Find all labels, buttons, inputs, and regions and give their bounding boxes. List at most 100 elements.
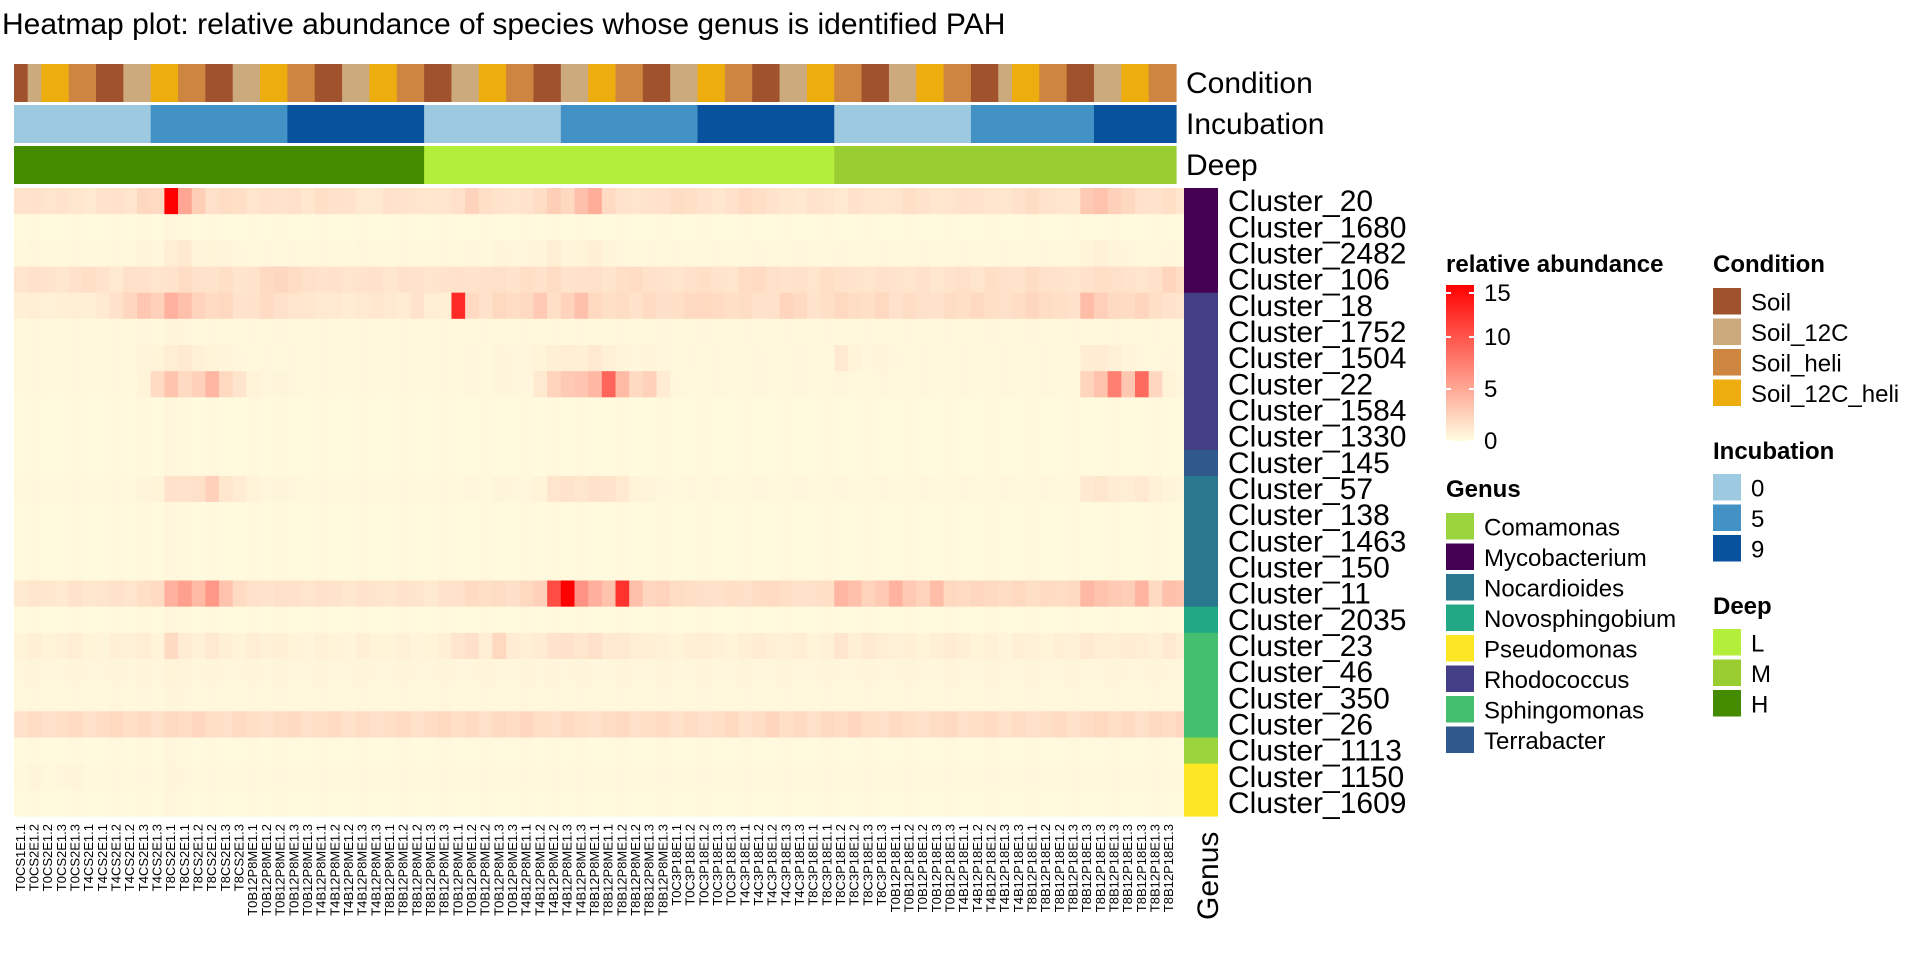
heatmap-cell xyxy=(246,397,261,425)
heatmap-cell xyxy=(82,763,97,791)
heatmap-cell xyxy=(314,345,330,372)
heatmap-cell xyxy=(301,318,316,346)
column-label: T8B12P8ME1.2 xyxy=(614,824,629,916)
heatmap-cell xyxy=(1039,188,1054,215)
heatmap-cell xyxy=(683,659,699,686)
condition-annotation-cell xyxy=(902,64,917,102)
heatmap-cell xyxy=(287,632,302,660)
genus-annotation-cell xyxy=(1184,475,1218,503)
genus-annotation-cell xyxy=(1184,580,1218,608)
heatmap-cell xyxy=(820,240,835,268)
heatmap-cell xyxy=(861,711,876,739)
heatmap-cell xyxy=(861,789,876,817)
heatmap-cell xyxy=(875,188,890,215)
column-label: T8B12P18E1.3 xyxy=(1120,824,1135,912)
condition-annotation-cell xyxy=(533,64,548,102)
heatmap-cell xyxy=(14,659,29,686)
column-label: T8B12P8ME1.1 xyxy=(587,824,602,916)
heatmap-cell xyxy=(178,528,193,555)
heatmap-cell xyxy=(1107,240,1122,268)
row-label: Cluster_1113 xyxy=(1228,735,1402,768)
heatmap-cell xyxy=(314,685,330,712)
column-label: T4CS2E1.1 xyxy=(95,824,110,891)
heatmap-cell xyxy=(273,188,289,215)
heatmap-cell xyxy=(342,214,357,241)
heatmap-cell xyxy=(984,711,999,739)
heatmap-cell xyxy=(232,711,247,739)
heatmap-cell xyxy=(478,554,494,582)
heatmap-cell xyxy=(765,554,781,582)
heatmap-cell xyxy=(260,318,275,346)
heatmap-cell xyxy=(55,449,70,477)
heatmap-cell xyxy=(820,789,835,817)
heatmap-cell xyxy=(383,789,398,817)
heatmap-cell xyxy=(14,580,29,608)
heatmap-cell xyxy=(588,789,603,817)
heatmap-cell xyxy=(410,423,425,451)
heatmap-cell xyxy=(1080,292,1095,320)
heatmap-cell xyxy=(342,397,357,425)
heatmap-cell xyxy=(875,345,890,372)
heatmap-cell xyxy=(957,188,972,215)
heatmap-cell xyxy=(670,475,685,503)
heatmap-cell xyxy=(656,240,671,268)
heatmap-cell xyxy=(834,580,849,608)
heatmap-cell xyxy=(916,502,931,529)
heatmap-cell xyxy=(793,606,808,634)
heatmap-cell xyxy=(601,397,617,425)
incubation-annotation-cell xyxy=(342,105,357,143)
heatmap-cell xyxy=(1162,685,1177,712)
heatmap-cell xyxy=(342,449,357,477)
heatmap-cell xyxy=(656,423,671,451)
heatmap-cell xyxy=(506,763,521,791)
heatmap-cell xyxy=(601,371,617,398)
heatmap-cell xyxy=(1066,632,1081,660)
heatmap-cell xyxy=(533,632,548,660)
heatmap-cell xyxy=(888,397,904,425)
heatmap-cell xyxy=(670,188,685,215)
heatmap-cell xyxy=(410,789,425,817)
heatmap-cell xyxy=(519,449,535,477)
heatmap-cell xyxy=(875,685,890,712)
incubation-annotation-cell xyxy=(82,105,97,143)
heatmap-cell xyxy=(1121,685,1136,712)
heatmap-cell xyxy=(738,606,753,634)
heatmap-cell xyxy=(615,606,630,634)
heatmap-cell xyxy=(861,292,876,320)
heatmap-cell xyxy=(998,266,1013,294)
heatmap-cell xyxy=(560,737,576,765)
condition-annotation-cell xyxy=(861,64,876,102)
heatmap-cell xyxy=(178,554,193,582)
heatmap-cell xyxy=(96,685,111,712)
heatmap-cell xyxy=(164,318,179,346)
heatmap-cell xyxy=(478,711,494,739)
condition-annotation-cell xyxy=(711,64,726,102)
heatmap-cell xyxy=(820,371,835,398)
heatmap-cell xyxy=(1066,240,1081,268)
row-label: Cluster_1463 xyxy=(1228,525,1406,558)
heatmap-cell xyxy=(219,266,234,294)
heatmap-cell xyxy=(219,318,234,346)
heatmap-cell xyxy=(970,580,986,608)
genus-annotation-cell xyxy=(1184,397,1218,425)
heatmap-cell xyxy=(683,240,699,268)
heatmap-cell xyxy=(314,266,330,294)
heatmap-cell xyxy=(246,475,261,503)
heatmap-cell xyxy=(492,606,507,634)
heatmap-cell xyxy=(533,580,548,608)
heatmap-cell xyxy=(109,711,124,739)
heatmap-cell xyxy=(957,502,972,529)
incubation-annotation-cell xyxy=(123,105,138,143)
heatmap-cell xyxy=(410,345,425,372)
row-label: Cluster_138 xyxy=(1228,499,1390,532)
heatmap-cell xyxy=(369,763,384,791)
heatmap-cell xyxy=(219,685,234,712)
heatmap-cell xyxy=(232,606,247,634)
heatmap-cell xyxy=(492,711,507,739)
heatmap-cell xyxy=(273,528,289,555)
heatmap-cell xyxy=(820,292,835,320)
heatmap-cell xyxy=(451,659,466,686)
heatmap-cell xyxy=(287,737,302,765)
heatmap-cell xyxy=(301,659,316,686)
heatmap-cell xyxy=(847,632,863,660)
